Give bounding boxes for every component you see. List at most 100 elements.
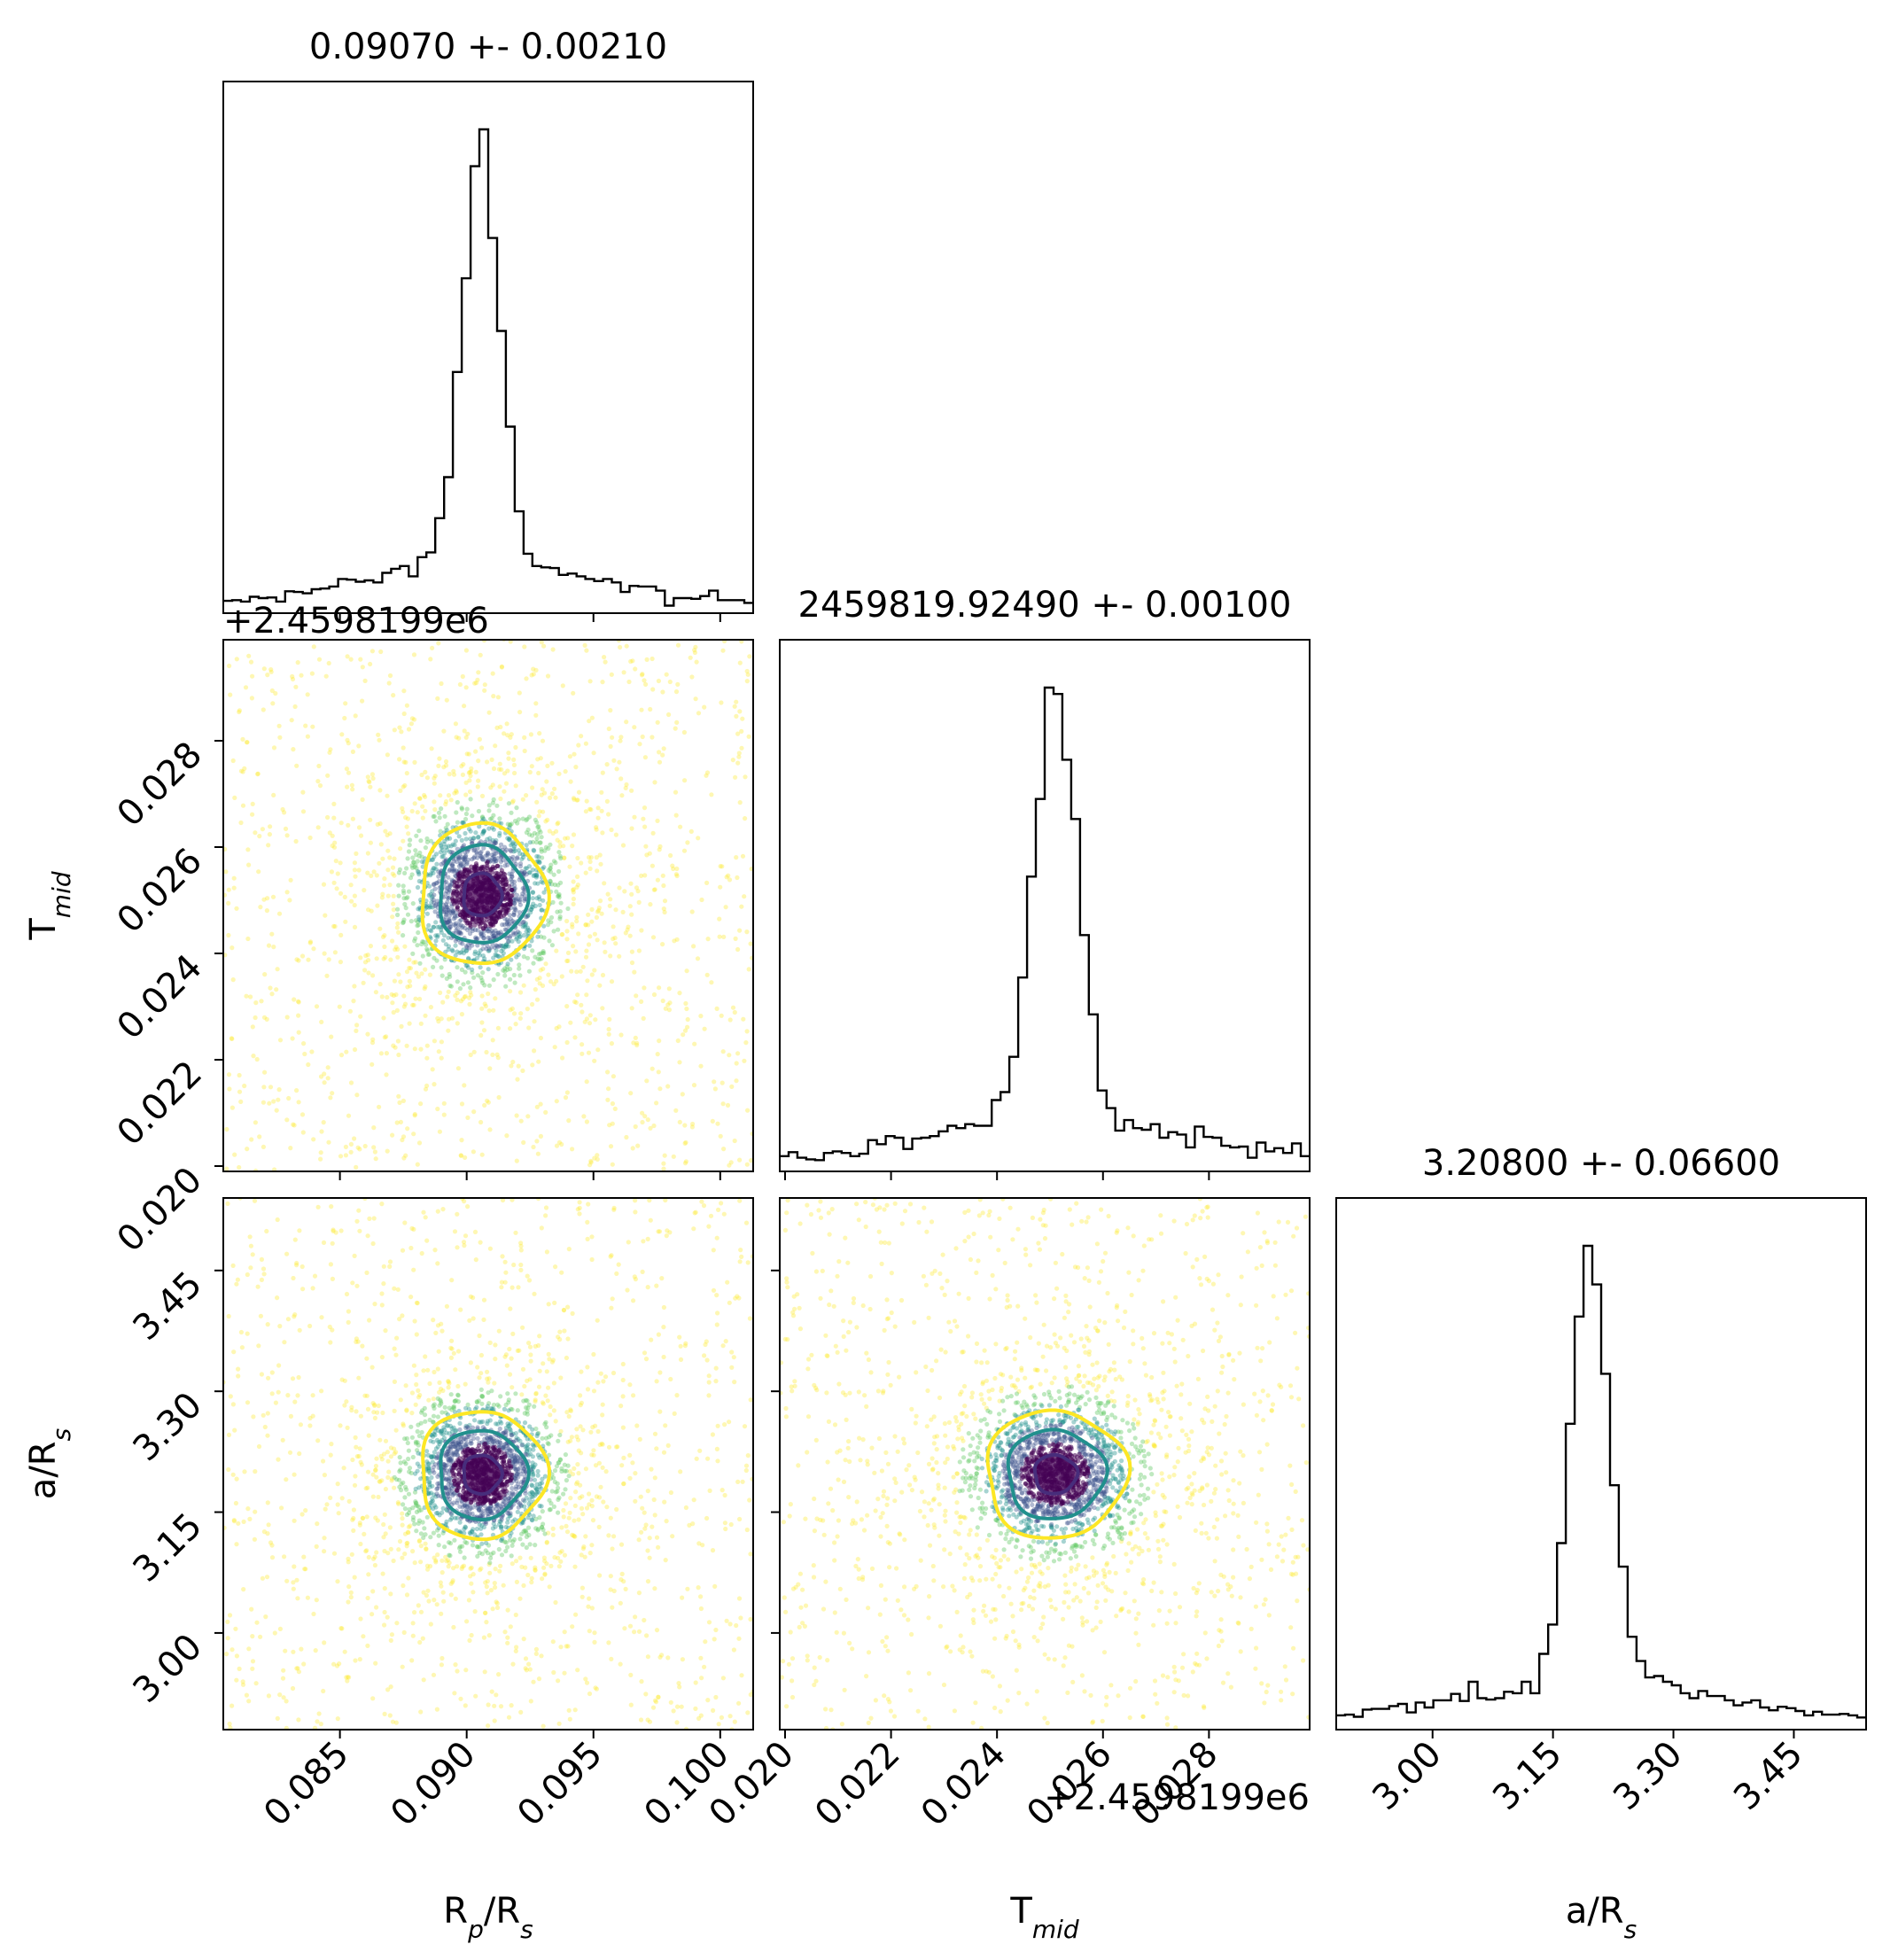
- sample-point: [382, 1609, 387, 1615]
- sample-point: [455, 926, 461, 931]
- sample-point: [431, 1530, 436, 1536]
- sample-point: [514, 937, 519, 942]
- sample-point: [423, 984, 428, 990]
- sample-point: [534, 872, 540, 878]
- sample-point: [497, 1568, 502, 1574]
- sample-point: [442, 1427, 447, 1433]
- sample-point: [508, 967, 513, 972]
- sample-point: [385, 1450, 390, 1455]
- sample-point: [413, 1402, 418, 1407]
- sample-point: [508, 1026, 513, 1031]
- sample-point: [352, 924, 358, 929]
- sample-point: [571, 832, 577, 837]
- sample-point: [398, 788, 403, 794]
- sample-point: [495, 1025, 502, 1031]
- sample-point: [322, 1080, 327, 1085]
- sample-point: [427, 1381, 432, 1387]
- sample-point: [642, 985, 647, 991]
- sample-point: [714, 1006, 720, 1011]
- sample-point: [391, 907, 396, 913]
- sample-point: [414, 1501, 419, 1506]
- sample-point: [377, 821, 383, 827]
- sample-point: [468, 1566, 473, 1571]
- sample-point: [535, 956, 541, 961]
- sample-point: [540, 1400, 546, 1405]
- sample-point: [293, 838, 299, 844]
- sample-point: [573, 1482, 580, 1487]
- sample-point: [389, 1478, 394, 1483]
- sample-point: [432, 882, 437, 887]
- sample-point: [480, 857, 486, 862]
- sample-point: [401, 896, 407, 901]
- sample-point: [469, 766, 474, 771]
- sample-point: [410, 1505, 416, 1511]
- sample-point: [470, 970, 475, 976]
- sample-point: [667, 1000, 673, 1006]
- sample-point: [502, 863, 508, 868]
- sample-point: [482, 1669, 487, 1675]
- sample-point: [525, 955, 531, 961]
- sample-point: [522, 1383, 527, 1389]
- sample-point: [589, 1543, 595, 1548]
- sample-point: [494, 1502, 499, 1507]
- sample-point: [229, 945, 235, 951]
- sample-point: [462, 859, 467, 865]
- sample-point: [597, 852, 603, 858]
- sample-point: [334, 886, 339, 891]
- sample-point: [650, 1524, 655, 1529]
- sample-point: [511, 910, 517, 915]
- sample-point: [510, 1539, 516, 1544]
- sample-point: [708, 1213, 714, 1218]
- sample-point: [518, 1248, 524, 1253]
- sample-point: [591, 1452, 596, 1458]
- sample-point: [496, 1521, 502, 1528]
- sample-point: [396, 1477, 402, 1482]
- sample-point: [315, 1521, 320, 1527]
- sample-point: [450, 862, 455, 867]
- sample-point: [480, 857, 486, 862]
- sample-point: [706, 1620, 712, 1625]
- sample-point: [461, 1563, 467, 1568]
- sample-point: [600, 830, 605, 836]
- sample-point: [502, 1446, 507, 1451]
- sample-point: [408, 1295, 414, 1300]
- sample-point: [524, 1405, 529, 1411]
- sample-point: [448, 1345, 454, 1350]
- sample-point: [422, 1412, 428, 1418]
- sample-point: [600, 1402, 605, 1407]
- sample-point: [335, 1502, 340, 1507]
- sample-point: [618, 1404, 624, 1409]
- sample-point: [339, 1377, 345, 1382]
- histogram-step-rp: [223, 128, 753, 607]
- sample-point: [642, 1114, 648, 1119]
- sample-point: [600, 770, 605, 775]
- sample-point: [721, 1211, 727, 1217]
- sample-point: [448, 1458, 454, 1464]
- sample-point: [592, 931, 598, 937]
- sample-point: [330, 1091, 335, 1096]
- sample-point: [562, 1629, 567, 1635]
- sample-point: [448, 1592, 454, 1598]
- sample-point: [441, 728, 447, 734]
- sample-point: [517, 690, 522, 696]
- sample-point: [425, 1588, 431, 1593]
- sample-point: [435, 933, 440, 938]
- sample-point: [430, 1483, 435, 1489]
- sample-point: [410, 1549, 416, 1554]
- sample-point: [585, 1365, 590, 1370]
- sample-point: [401, 891, 407, 896]
- sample-point: [511, 913, 517, 918]
- sample-point: [365, 1485, 370, 1490]
- sample-point: [296, 1013, 301, 1018]
- sample-point: [366, 1433, 371, 1438]
- sample-point: [430, 1067, 435, 1072]
- sample-point: [476, 1507, 482, 1513]
- sample-point: [507, 1513, 512, 1519]
- sample-point: [533, 1565, 538, 1570]
- sample-point: [556, 1510, 561, 1515]
- sample-point: [681, 729, 688, 735]
- sample-point: [547, 1357, 552, 1362]
- sample-point: [556, 1438, 561, 1443]
- sample-point: [366, 970, 371, 976]
- sample-point: [525, 827, 531, 833]
